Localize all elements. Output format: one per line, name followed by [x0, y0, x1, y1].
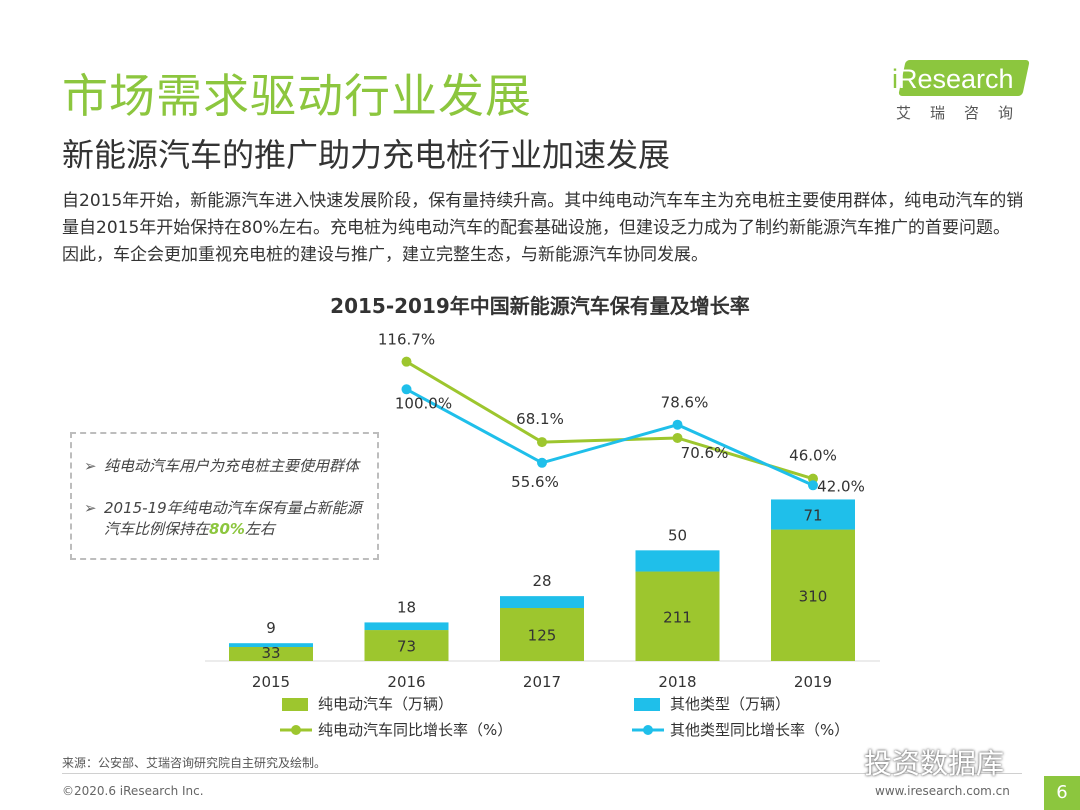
line-point-other-2018 — [672, 419, 683, 430]
bar-bev-2015 — [229, 647, 313, 661]
line-series-other-growth — [405, 387, 814, 487]
line-label-other-2019: 42.0% — [817, 477, 865, 495]
bar-label-bev-2017: 125 — [528, 627, 557, 645]
chart-title: 2015-2019年中国新能源汽车保有量及增长率 — [330, 294, 750, 318]
bar-label-other-2019: 71 — [803, 507, 822, 525]
line-label-other-2016: 100.0% — [395, 394, 452, 412]
arrow-bullet-icon: ➢ — [84, 457, 97, 475]
bar-label-bev-2016: 73 — [397, 638, 416, 656]
x-tick-label-2015: 2015 — [252, 673, 290, 691]
legend-marker-3 — [643, 725, 653, 735]
bar-bev-2018 — [635, 571, 720, 661]
line-point-other-2019 — [808, 480, 818, 491]
legend-label-2: 纯电动汽车同比增长率（%） — [318, 721, 512, 739]
arrow-bullet-icon: ➢ — [84, 499, 97, 517]
bar-bev-2017 — [500, 608, 584, 661]
intro-paragraph: 自2015年开始，新能源汽车进入快速发展阶段，保有量持续升高。其中纯电动汽车车主… — [62, 191, 1024, 265]
line-label-other-2017: 55.6% — [511, 473, 559, 491]
line-label-other-2018: 78.6% — [661, 394, 709, 412]
line-series-bev-growth — [405, 360, 814, 481]
bar-label-other-2015: 9 — [266, 619, 276, 637]
bar-bev-2016 — [364, 630, 449, 661]
page-subtitle: 新能源汽车的推广助力充电桩行业加速发展 — [62, 136, 671, 174]
legend-swatch-0 — [282, 698, 308, 711]
bar-label-bev-2015: 33 — [261, 644, 280, 662]
bar-label-other-2016: 18 — [397, 598, 416, 616]
x-tick-label-2019: 2019 — [794, 673, 832, 691]
x-tick-label-2017: 2017 — [523, 673, 561, 691]
bar-label-bev-2018: 211 — [663, 608, 692, 626]
line-label-bev-2016: 116.7% — [378, 331, 435, 349]
line-label-bev-2017: 68.1% — [516, 410, 564, 428]
callout-box: ➢ 纯电动汽车用户为充电桩主要使用群体 ➢ 2015-19年纯电动汽车保有量占新… — [70, 432, 379, 560]
chart-canvas: 33 9 2015 73 18 2016 125 28 2017 211 50 2018 310 71 20… — [205, 331, 880, 739]
bar-other-2019 — [771, 499, 855, 530]
legend-label-3: 其他类型同比增长率（%） — [670, 721, 849, 739]
bar-bev-2019 — [771, 529, 855, 661]
page-number: 6 — [1056, 782, 1068, 803]
footer-url: www.iresearch.com.cn — [875, 784, 1010, 798]
bar-label-other-2017: 28 — [532, 572, 551, 590]
footer-divider — [62, 773, 1022, 774]
line-point-other-2017 — [537, 457, 547, 468]
x-tick-label-2018: 2018 — [658, 673, 696, 691]
bar-other-2017 — [500, 596, 584, 608]
legend-label-1: 其他类型（万辆） — [670, 695, 790, 713]
page-title: 市场需求驱动行业发展 — [62, 69, 532, 123]
copyright: ©2020.6 iResearch Inc. — [62, 784, 204, 798]
line-point-bev-2017 — [537, 437, 547, 448]
callout-item-1: ➢ 纯电动汽车用户为充电桩主要使用群体 — [84, 457, 360, 475]
bar-other-2015 — [229, 643, 313, 648]
watermark-text: 投资数据库 — [864, 747, 1005, 780]
page-number-box: 6 — [1044, 776, 1080, 810]
legend-label-0: 纯电动汽车（万辆） — [318, 695, 453, 713]
x-tick-label-2016: 2016 — [387, 673, 425, 691]
iresearch-logo: iResearch 艾瑞咨询 — [892, 58, 1032, 124]
legend-marker-2 — [291, 725, 301, 735]
bar-other-2016 — [364, 622, 449, 631]
line-label-bev-2019: 46.0% — [789, 447, 837, 465]
line-label-bev-2018: 70.6% — [681, 444, 729, 462]
source-note: 来源：公安部、艾瑞咨询研究院自主研究及绘制。 — [62, 756, 327, 770]
highlight-percent: 80% — [209, 520, 245, 538]
logo-chinese-name: 艾瑞咨询 — [896, 104, 1033, 122]
logo-wordmark: iResearch — [892, 64, 1014, 94]
bar-label-bev-2019: 310 — [799, 587, 828, 605]
legend-swatch-1 — [634, 698, 660, 711]
line-point-bev-2016 — [401, 356, 412, 367]
line-point-bev-2018 — [672, 432, 683, 443]
callout-item-2: ➢ 2015-19年纯电动汽车保有量占新能源汽车比例保持在80%左右 — [84, 499, 362, 538]
bar-other-2018 — [635, 550, 720, 572]
line-point-other-2016 — [401, 384, 412, 395]
bar-label-other-2018: 50 — [668, 526, 687, 544]
